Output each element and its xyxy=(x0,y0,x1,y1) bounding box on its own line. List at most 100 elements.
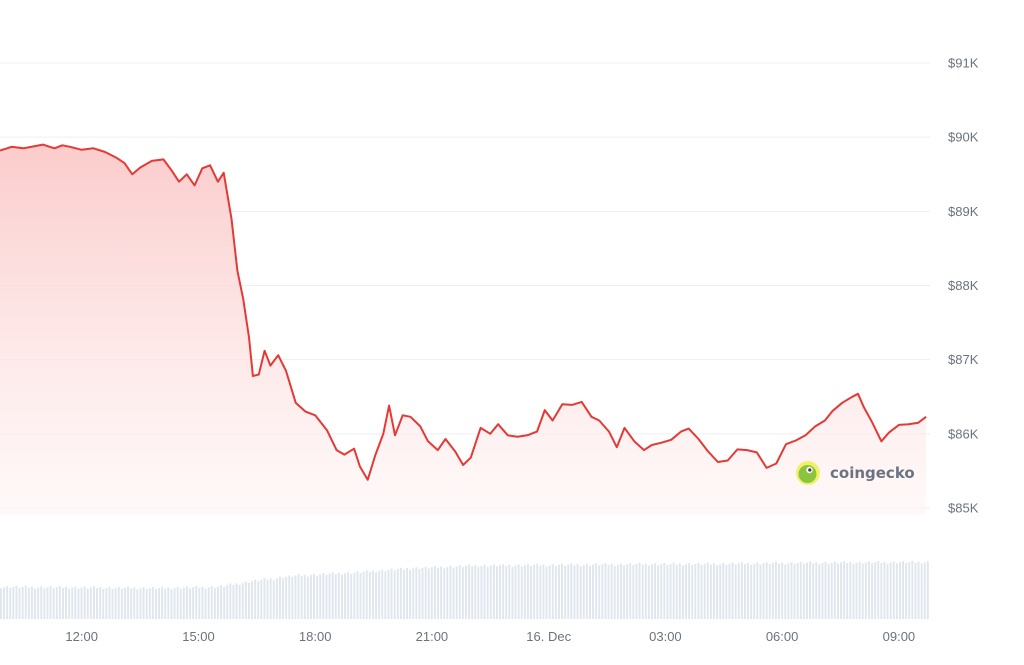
volume-bar xyxy=(892,561,895,619)
volume-bar xyxy=(877,561,880,619)
volume-bar xyxy=(49,586,52,619)
volume-bar xyxy=(331,572,334,619)
price-area-fill xyxy=(0,144,927,516)
volume-bar xyxy=(96,588,98,619)
price-point xyxy=(591,416,593,418)
volume-bar xyxy=(824,561,827,619)
price-point xyxy=(736,448,738,450)
volume-bar xyxy=(744,564,746,619)
volume-bar xyxy=(15,585,18,619)
volume-bar xyxy=(654,563,656,619)
volume-bar xyxy=(127,586,129,619)
volume-bar xyxy=(71,587,74,619)
price-line xyxy=(0,143,927,481)
volume-bar xyxy=(266,579,269,619)
volume-bar xyxy=(604,563,607,619)
volume-bar xyxy=(551,564,554,619)
price-point xyxy=(139,167,141,169)
volume-bar xyxy=(716,565,718,619)
price-point xyxy=(863,406,865,408)
volume-bar xyxy=(579,566,582,619)
volume-bar xyxy=(297,574,300,619)
price-point xyxy=(880,440,882,442)
volume-bar xyxy=(666,565,669,619)
volume-bar xyxy=(657,565,660,619)
price-point xyxy=(908,423,910,425)
volume-bar xyxy=(279,576,281,619)
volume-bar xyxy=(244,581,247,619)
volume-bar xyxy=(474,565,477,619)
volume-bar xyxy=(703,563,706,619)
price-point xyxy=(314,414,316,416)
volume-bar xyxy=(440,566,443,619)
price-point xyxy=(785,443,787,445)
price-point xyxy=(917,422,919,424)
volume-bar xyxy=(564,565,567,619)
volume-bar xyxy=(6,586,9,619)
volume-bar xyxy=(781,562,784,619)
volume-bar xyxy=(27,587,30,619)
volume-bar xyxy=(651,564,653,619)
volume-bar xyxy=(855,562,858,619)
volume-bar xyxy=(350,573,353,619)
volume-bar xyxy=(37,587,40,619)
volume-bar xyxy=(192,587,195,619)
price-point xyxy=(756,451,758,453)
volume-bar xyxy=(598,565,601,619)
y-axis: $91K $90K $89K $88K $87K $86K $85K xyxy=(948,56,979,516)
volume-bar xyxy=(105,588,108,619)
volume-bar xyxy=(917,561,920,619)
volume-bar xyxy=(784,564,787,619)
volume-bar xyxy=(613,565,616,619)
price-point xyxy=(104,151,106,153)
volume-bar xyxy=(465,565,467,619)
volume-bar xyxy=(251,581,253,619)
volume-bar xyxy=(669,563,672,619)
volume-bar xyxy=(403,569,405,619)
price-point xyxy=(624,427,626,429)
volume-bar xyxy=(874,562,877,619)
volume-bar xyxy=(889,562,892,619)
volume-bar xyxy=(508,564,511,619)
volume-bar xyxy=(818,564,821,619)
volume-bar xyxy=(337,572,340,619)
price-point xyxy=(832,410,834,412)
volume-bar xyxy=(787,563,790,619)
volume-bar xyxy=(353,572,356,619)
volume-bar xyxy=(133,587,136,619)
gecko-logo-icon xyxy=(796,461,820,485)
volume-bar xyxy=(452,567,455,619)
volume-bar xyxy=(359,573,362,619)
price-point xyxy=(688,428,690,430)
price-point xyxy=(419,425,421,427)
volume-bar xyxy=(647,565,650,619)
volume-bar xyxy=(282,578,284,619)
volume-bar xyxy=(756,562,759,619)
price-point xyxy=(670,439,672,441)
volume-bar xyxy=(477,567,480,619)
price-point xyxy=(795,440,797,442)
volume-bar xyxy=(167,587,170,619)
volume-bar xyxy=(182,587,185,619)
volume-bar xyxy=(449,565,452,619)
volume-bar xyxy=(902,561,904,619)
volume-bar xyxy=(471,566,474,619)
volume-bar xyxy=(412,568,415,619)
coingecko-watermark: coingecko xyxy=(796,461,915,485)
volume-bar xyxy=(886,563,889,619)
x-tick-label: 03:00 xyxy=(649,629,682,644)
volume-bar xyxy=(303,574,306,619)
volume-bar xyxy=(291,576,294,619)
volume-bar xyxy=(155,589,157,619)
volume-bar xyxy=(310,575,312,619)
volume-bar xyxy=(455,566,458,619)
volume-bar xyxy=(446,567,449,619)
volume-bar xyxy=(554,566,557,619)
volume-bar xyxy=(9,588,12,619)
volume-bar xyxy=(415,567,418,619)
volume-bar xyxy=(700,564,703,619)
volume-bar xyxy=(443,568,446,619)
price-point xyxy=(445,438,447,440)
volume-bar xyxy=(840,562,842,619)
volume-bar xyxy=(18,587,21,619)
